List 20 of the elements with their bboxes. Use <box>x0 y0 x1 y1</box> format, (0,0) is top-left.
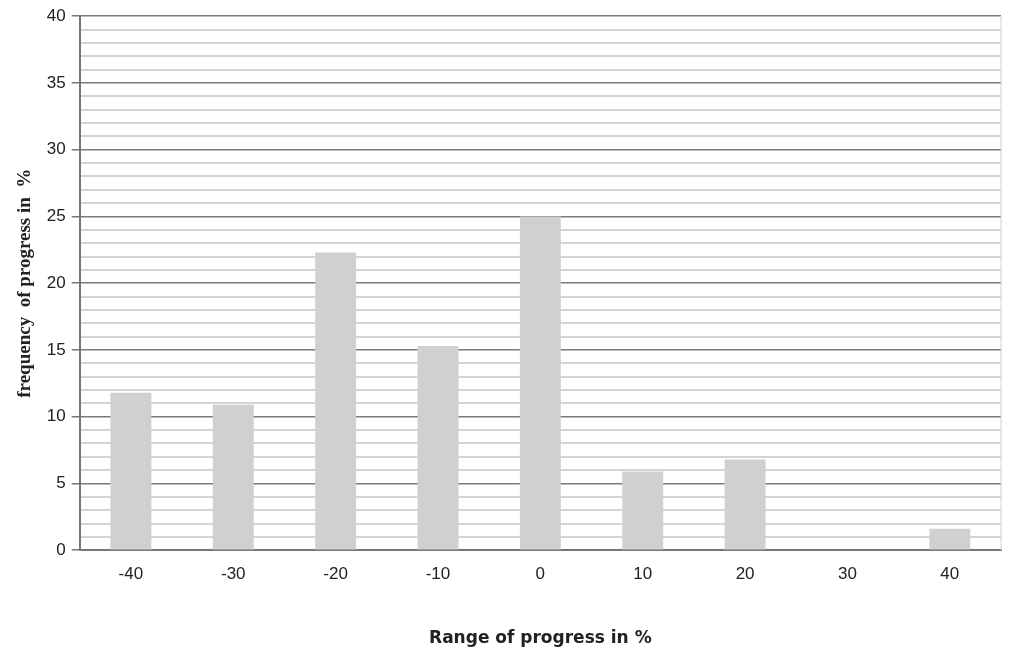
y-tick-label: 0 <box>56 539 66 559</box>
x-tick-label: 10 <box>633 564 653 584</box>
x-tick-label: -30 <box>220 564 246 584</box>
x-tick-label: 20 <box>735 564 755 584</box>
y-tick-label: 5 <box>56 473 66 493</box>
y-tick-label: 15 <box>46 339 66 359</box>
y-tick-label: 35 <box>46 72 66 92</box>
x-tick-label: -40 <box>118 564 144 584</box>
y-tick-label: 40 <box>46 5 66 25</box>
y-tick-label: 10 <box>46 406 66 426</box>
x-tick-label: -20 <box>323 564 348 584</box>
x-axis-title: Range of progress in % <box>429 627 652 648</box>
y-axis-title: frequency of progress in % <box>13 168 35 398</box>
x-tick-label: -10 <box>425 564 451 584</box>
x-tick-label: 30 <box>837 564 857 584</box>
y-tick-label: 25 <box>46 206 66 226</box>
y-tick-label: 30 <box>46 139 66 159</box>
x-tick-label: 0 <box>535 564 546 584</box>
y-tick-label: 20 <box>46 272 66 292</box>
x-tick-label: 40 <box>940 564 960 584</box>
